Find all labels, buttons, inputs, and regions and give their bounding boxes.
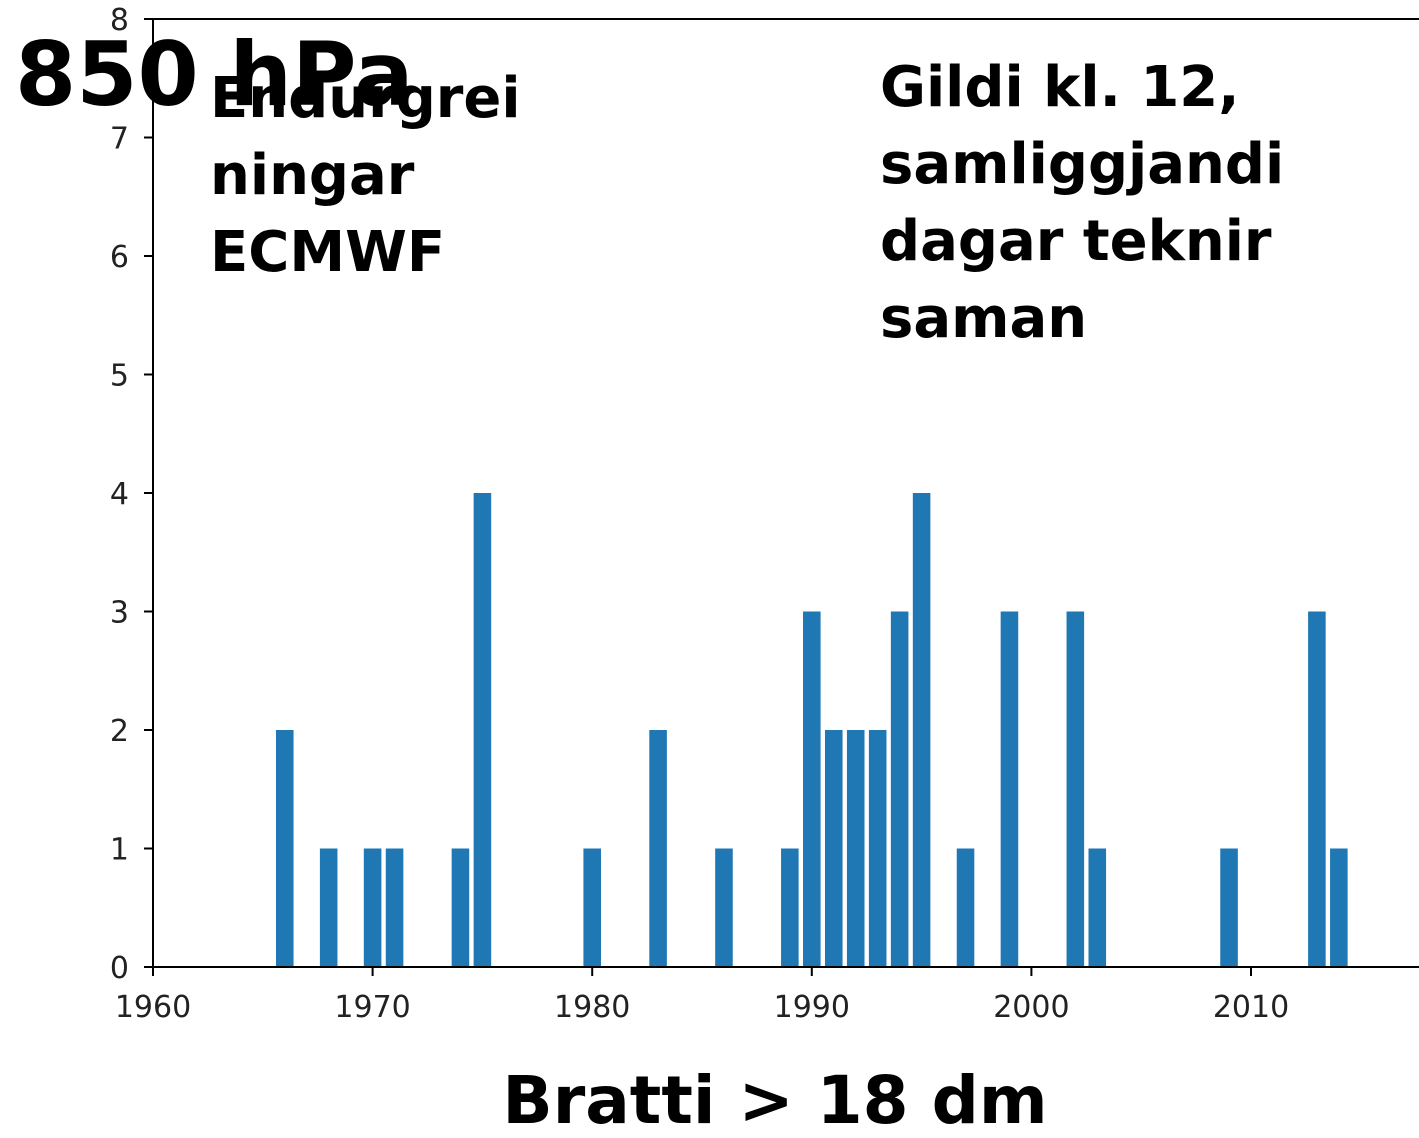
x-tick-label: 1970 — [334, 990, 410, 1025]
bar — [956, 848, 975, 967]
x-tick-label: 2000 — [993, 990, 1069, 1025]
bar — [1220, 848, 1238, 967]
annotation: dagar teknir — [880, 209, 1272, 274]
bar — [846, 730, 865, 967]
y-tick-label: 4 — [110, 477, 129, 512]
bar — [473, 493, 492, 967]
x-tick-label: 1990 — [774, 990, 850, 1025]
bar — [824, 730, 843, 967]
bar — [912, 493, 931, 967]
bar — [1000, 611, 1019, 967]
x-tick-label: 1980 — [554, 990, 630, 1025]
annotation: saman — [880, 286, 1087, 351]
y-tick-label: 6 — [110, 240, 129, 275]
y-tick-label: 2 — [110, 714, 129, 749]
bar — [583, 848, 601, 967]
bar — [1330, 848, 1348, 967]
y-tick-label: 0 — [110, 951, 129, 986]
x-tick-label: 1960 — [115, 990, 191, 1025]
bar — [275, 730, 294, 967]
bar — [451, 848, 470, 967]
bar — [781, 848, 799, 967]
bar — [1308, 611, 1326, 967]
bar — [319, 848, 338, 967]
bar — [1088, 848, 1107, 967]
annotation: ningar — [210, 143, 415, 208]
y-tick-label: 3 — [110, 596, 129, 631]
annotation: ECMWF — [210, 220, 445, 285]
y-tick-label: 8 — [110, 3, 129, 38]
bar — [385, 848, 404, 967]
chart-title: 850 hPa — [15, 23, 414, 126]
x-axis-label: Bratti > 18 dm — [502, 1062, 1047, 1138]
annotation: Gildi kl. 12, — [880, 55, 1240, 120]
bar — [803, 611, 821, 967]
annotation: Endurgrei — [210, 66, 521, 131]
bar — [1066, 611, 1085, 967]
x-tick-label: 2010 — [1213, 990, 1289, 1025]
bar — [890, 611, 909, 967]
bar — [715, 848, 733, 967]
bar — [868, 730, 887, 967]
y-tick-label: 5 — [110, 359, 129, 394]
y-tick-label: 1 — [110, 833, 129, 868]
y-tick-label: 7 — [110, 122, 129, 157]
bar — [363, 848, 382, 967]
annotation: samliggjandi — [880, 132, 1284, 197]
bar — [649, 730, 667, 967]
